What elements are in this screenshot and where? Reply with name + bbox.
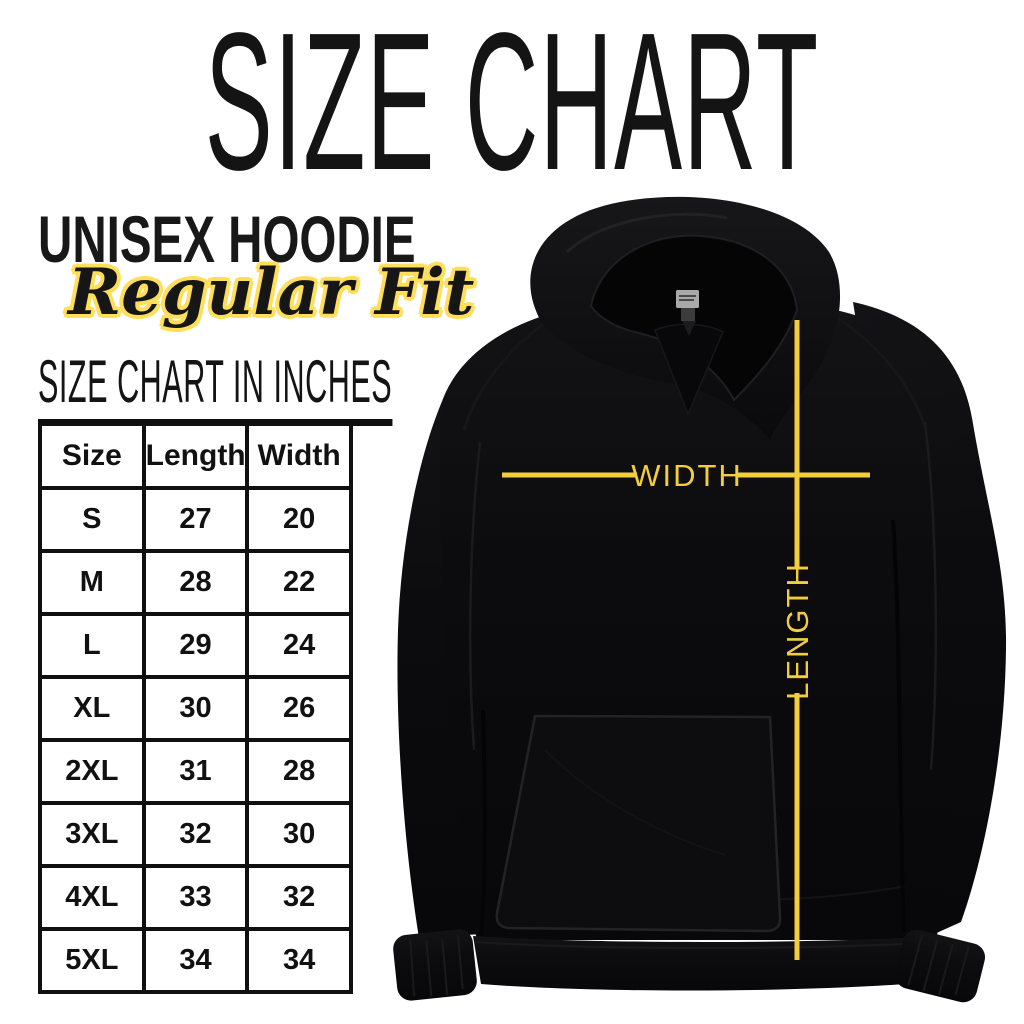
cell-width: 32 <box>245 864 353 931</box>
cell-width: 22 <box>245 549 353 616</box>
table-row: M 28 22 <box>38 549 353 616</box>
left-cuff <box>393 929 477 1001</box>
hoodie-product-image: WIDTH LENGTH <box>393 196 1007 1003</box>
length-measure-line: LENGTH <box>780 320 815 960</box>
cell-width: 24 <box>245 612 353 679</box>
column-header-length: Length <box>141 422 250 490</box>
cell-size: M <box>38 549 146 616</box>
table-row: L 29 24 <box>38 612 353 679</box>
table-row: XL 30 26 <box>38 675 353 742</box>
table-row: 5XL 34 34 <box>38 927 353 994</box>
cell-length: 31 <box>141 738 250 805</box>
product-fit-label: Regular Fit <box>68 255 475 330</box>
cell-size: 2XL <box>38 738 146 805</box>
length-label: LENGTH <box>780 562 815 700</box>
size-table-body: S 27 20 M 28 22 L 29 24 XL 30 26 2XL 31 <box>38 486 353 994</box>
cell-width: 26 <box>245 675 353 742</box>
cell-size: 4XL <box>38 864 146 931</box>
right-cuff <box>894 929 986 1003</box>
shoulder-seam-left <box>462 314 556 431</box>
cell-length: 33 <box>141 864 250 931</box>
cell-length: 28 <box>141 549 250 616</box>
table-header-row: Size Length Width <box>38 422 353 490</box>
column-header-width: Width <box>245 422 353 490</box>
table-title: SIZE CHART IN INCHES <box>38 352 393 426</box>
neck-label <box>676 290 699 336</box>
table-row: 3XL 32 30 <box>38 801 353 868</box>
fold-line <box>923 421 938 771</box>
sleeve-shadow-right <box>891 519 906 933</box>
fold-line <box>468 441 482 751</box>
cell-length: 27 <box>141 486 250 553</box>
cell-length: 32 <box>141 801 250 868</box>
table-row: S 27 20 <box>38 486 353 553</box>
drawcord <box>682 321 696 336</box>
column-header-size: Size <box>38 422 146 490</box>
product-name: UNISEX HOODIE <box>38 202 416 276</box>
table-row: 2XL 31 28 <box>38 738 353 805</box>
cell-width: 28 <box>245 738 353 805</box>
cell-width: 34 <box>245 927 353 994</box>
cell-size: L <box>38 612 146 679</box>
cell-size: S <box>38 486 146 553</box>
page-title: SIZE CHART <box>204 0 820 211</box>
cell-width: 30 <box>245 801 353 868</box>
hood-highlight <box>565 212 728 254</box>
size-table: Size Length Width S 27 20 M 28 22 L 29 2… <box>38 422 353 994</box>
width-measure-line: WIDTH <box>502 458 870 493</box>
cell-size: 5XL <box>38 927 146 994</box>
cell-size: 3XL <box>38 801 146 868</box>
sleeve-shadow-left <box>479 709 487 939</box>
cell-length: 30 <box>141 675 250 742</box>
pocket-fold <box>544 749 726 856</box>
width-label: WIDTH <box>631 458 743 493</box>
shoulder-seam-right <box>834 314 928 431</box>
hem-seam <box>474 941 936 949</box>
table-row: 4XL 33 32 <box>38 864 353 931</box>
cell-width: 20 <box>245 486 353 553</box>
cell-size: XL <box>38 675 146 742</box>
cell-length: 29 <box>141 612 250 679</box>
collar-notch <box>654 323 724 416</box>
kangaroo-pocket <box>495 714 782 933</box>
cell-length: 34 <box>141 927 250 994</box>
size-table-header: Size Length Width <box>38 422 353 490</box>
hem-band <box>473 936 937 991</box>
